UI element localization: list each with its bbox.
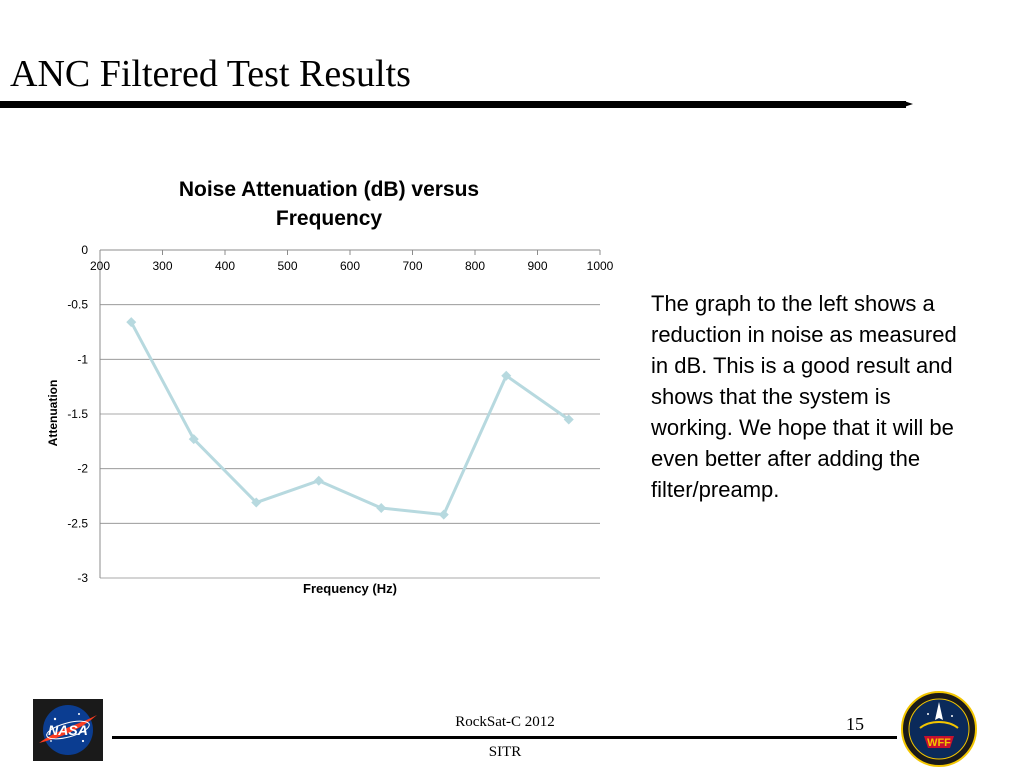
y-axis-title: Attenuation — [46, 380, 60, 447]
nasa-logo: NASA — [33, 699, 103, 761]
series-line-1 — [129, 321, 570, 517]
x-tick-label: 800 — [465, 259, 485, 273]
data-point — [126, 317, 137, 328]
x-tick-label: 500 — [277, 259, 297, 273]
chart-axes — [99, 250, 601, 578]
page-number: 15 — [846, 714, 864, 734]
data-point — [188, 434, 199, 445]
y-tick-label: -2.5 — [67, 516, 88, 530]
x-axis-title: Frequency (Hz) — [303, 581, 397, 596]
data-point — [438, 509, 449, 520]
y-tick-label: -1.5 — [67, 407, 88, 421]
footer-rule-right — [580, 736, 897, 739]
x-tick-label: 200 — [90, 259, 110, 273]
x-tick-label: 700 — [402, 259, 422, 273]
title-rule-tip — [904, 101, 913, 107]
data-point — [376, 503, 387, 514]
chart-series — [126, 317, 574, 520]
data-point — [251, 497, 262, 508]
chart-title-line-2: Frequency — [276, 207, 383, 230]
y-tick-label: 0 — [81, 243, 88, 257]
data-point — [501, 370, 512, 381]
y-tick-label: -0.5 — [67, 298, 88, 312]
slide-title: ANC Filtered Test Results — [10, 53, 411, 95]
data-point — [563, 414, 574, 425]
footer-organization: SITR — [488, 744, 522, 760]
chart-title-line-1: Noise Attenuation (dB) versus — [179, 178, 479, 201]
footer-rule-left — [112, 736, 422, 739]
x-tick-label: 300 — [152, 259, 172, 273]
x-tick-label: 900 — [527, 259, 547, 273]
title-rule — [0, 101, 906, 108]
wff-logo: WFF — [901, 691, 977, 767]
nasa-logo-text: NASA — [48, 722, 88, 738]
y-tick-label: -3 — [77, 571, 88, 585]
y-tick-labels: 0 -0.5 -1 -1.5 -2 -2.5 -3 — [67, 243, 88, 585]
chart-title: Noise Attenuation (dB) versus Frequency — [179, 178, 479, 230]
x-tick-label: 400 — [215, 259, 235, 273]
description-text: The graph to the left shows a reduction … — [651, 291, 957, 502]
wff-logo-text: WFF — [927, 737, 951, 749]
y-tick-label: -2 — [77, 462, 88, 476]
x-tick-labels: 200 300 400 500 600 700 800 900 1000 — [90, 259, 614, 273]
y-tick-label: -1 — [77, 352, 88, 366]
chart-gridlines — [100, 249, 600, 579]
data-point — [313, 475, 324, 486]
footer-conference: RockSat-C 2012 — [455, 714, 555, 730]
x-tick-label: 1000 — [587, 259, 614, 273]
x-tick-label: 600 — [340, 259, 360, 273]
footer-rule-middle — [422, 736, 580, 739]
